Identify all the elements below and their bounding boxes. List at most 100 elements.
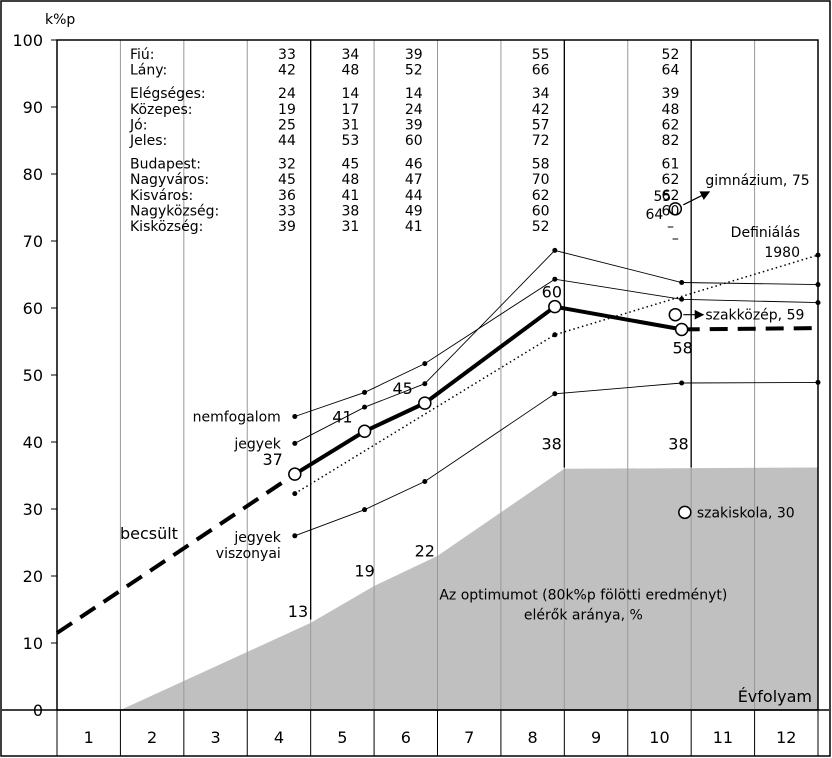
x-tick-label: 12 — [776, 728, 796, 747]
series-point — [679, 296, 685, 302]
table-cell: 42 — [532, 102, 550, 118]
x-axis-label: Évfolyam — [738, 687, 812, 706]
extra-point-side-label: – — [672, 231, 679, 247]
table-row-label: Jeles: — [129, 133, 167, 149]
extra-point — [678, 505, 692, 520]
extra-point-label: szakközép, 59 — [705, 308, 804, 324]
main-series-point — [357, 424, 372, 439]
main-series-point — [674, 322, 689, 337]
extra-point-arrow — [683, 191, 711, 206]
y-tick-label: 0 — [33, 701, 43, 720]
table-cell: 39 — [278, 219, 296, 235]
y-tick-label: 70 — [23, 232, 43, 251]
table-cell: 32 — [278, 157, 296, 173]
table-cell: 61 — [662, 157, 680, 173]
table-cell: 70 — [532, 172, 550, 188]
series-point — [552, 247, 558, 253]
series-point — [362, 404, 368, 410]
table-cell: 58 — [532, 157, 550, 173]
table-row-label: Közepes: — [130, 102, 193, 118]
table-cell: 62 — [662, 188, 680, 204]
series-point — [422, 361, 428, 367]
dotted-series-point — [292, 491, 298, 497]
y-axis-label: k%p — [45, 12, 75, 28]
dotted-series-point — [552, 332, 558, 338]
area-label: elérők aránya, % — [524, 607, 643, 623]
x-tick-label: 3 — [210, 728, 220, 747]
dotted-series-label: Definiálás — [731, 225, 800, 241]
main-series-label: 41 — [332, 407, 352, 426]
table-cell: 57 — [532, 117, 550, 133]
table-cell: 31 — [341, 117, 359, 133]
x-tick-label: 6 — [401, 728, 411, 747]
area-value-label: 38 — [668, 434, 688, 453]
table-cell: – — [667, 219, 674, 235]
table-cell: 62 — [662, 117, 680, 133]
y-tick-label: 80 — [23, 165, 43, 184]
extra-point-label: szakiskola, 30 — [697, 505, 795, 521]
x-tick-label: 5 — [337, 728, 347, 747]
extra-point — [668, 202, 683, 216]
table-row-label: Kisközség: — [130, 219, 203, 235]
table-cell: 52 — [532, 219, 550, 235]
series-label: viszonyai — [216, 546, 281, 562]
table-cell: 36 — [278, 188, 296, 204]
series-point — [815, 379, 821, 385]
estimated-line — [55, 472, 296, 635]
area-value-label: 38 — [541, 434, 561, 453]
table-cell: 72 — [532, 133, 550, 149]
series-label: nemfogalom — [193, 410, 281, 426]
main-series-point — [548, 299, 562, 314]
y-tick-label: 90 — [23, 98, 43, 117]
table-cell: 42 — [278, 63, 296, 79]
table-cell: 60 — [405, 133, 423, 149]
y-tick-label: 10 — [23, 634, 43, 653]
main-series-label: 60 — [542, 283, 562, 302]
table-cell: 45 — [278, 172, 296, 188]
table-cell: 49 — [405, 203, 423, 219]
table-cell: 31 — [341, 219, 359, 235]
table-row-label: Jó: — [129, 117, 147, 133]
table-cell: 44 — [278, 133, 296, 149]
series-point — [552, 276, 558, 282]
table-cell: 39 — [405, 117, 423, 133]
table-cell: 33 — [278, 47, 296, 63]
series-line — [294, 278, 819, 417]
x-tick-label: 8 — [528, 728, 538, 747]
table-cell: 38 — [341, 203, 359, 219]
series-point — [679, 280, 685, 286]
table-cell: 14 — [341, 86, 359, 102]
table-cell: 66 — [532, 63, 550, 79]
dotted-series-point — [815, 252, 821, 258]
table-cell: 41 — [405, 219, 423, 235]
y-tick-label: 20 — [23, 567, 43, 586]
dotted-series-label: 1980 — [764, 245, 800, 261]
extra-point — [668, 307, 683, 322]
series-line — [294, 249, 819, 444]
series-point — [552, 391, 558, 397]
series-point — [815, 300, 821, 306]
estimated-label: becsült — [120, 524, 178, 543]
series-point — [422, 381, 428, 387]
x-tick-label: 10 — [649, 728, 669, 747]
table-cell: 52 — [662, 47, 680, 63]
area-value-label: 22 — [415, 542, 435, 561]
series-point — [422, 479, 428, 485]
table-cell: 62 — [662, 172, 680, 188]
table-cell: 53 — [341, 133, 359, 149]
series-point — [362, 389, 368, 395]
y-tick-label: 60 — [23, 299, 43, 318]
table-row-label: Elégséges: — [130, 86, 206, 102]
series-point — [292, 533, 298, 539]
table-cell: 45 — [341, 157, 359, 173]
area-value-label: 13 — [288, 602, 308, 621]
table-cell: 48 — [341, 63, 359, 79]
table-cell: 25 — [278, 117, 296, 133]
extra-point-label: gimnázium, 75 — [705, 173, 809, 189]
table-cell: 47 — [405, 172, 423, 188]
table-cell: 55 — [532, 47, 550, 63]
optimum-area — [120, 467, 818, 710]
series-label: jegyek — [233, 436, 281, 452]
main-series-point — [288, 467, 302, 481]
